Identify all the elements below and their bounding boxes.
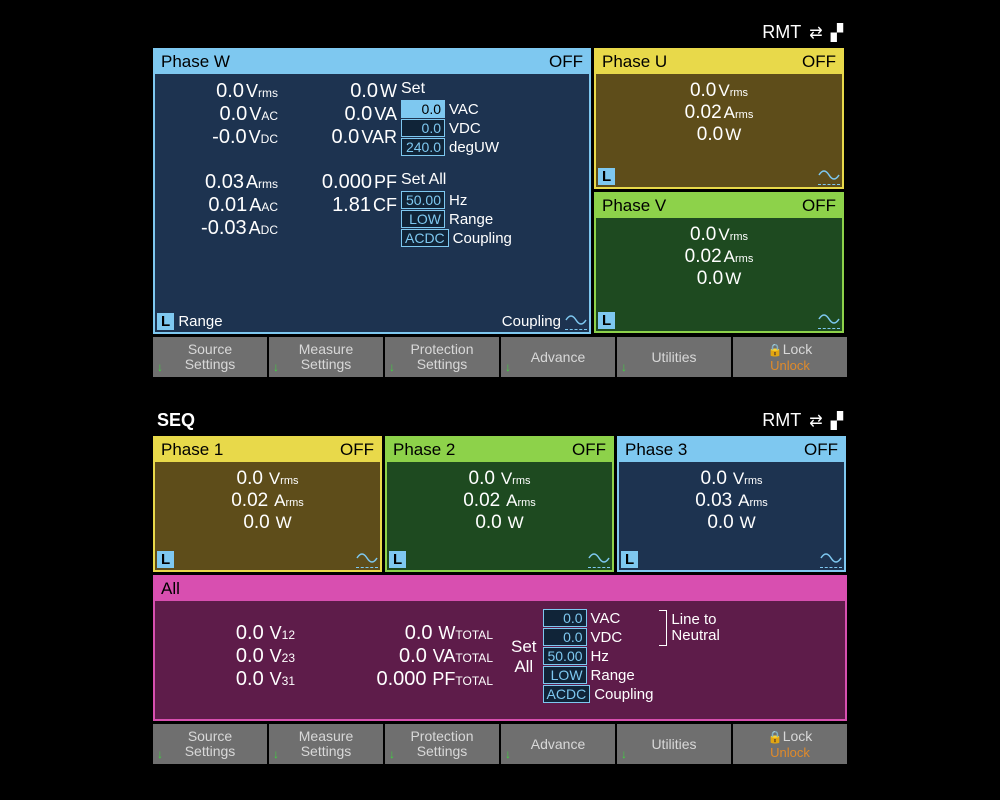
phase-w-body: 0.0Vrms 0.0VAC -0.0VDC 0.0W 0.0VA 0.0VAR…	[155, 74, 589, 332]
usb-icon	[809, 410, 822, 431]
wave-icon	[818, 167, 840, 185]
all-coupling-input[interactable]: ACDC	[543, 685, 591, 703]
setall-coupling-input[interactable]: ACDC	[401, 229, 449, 247]
phase-w-title: Phase W	[161, 52, 230, 72]
setall-hz-input[interactable]: 50.00	[401, 191, 445, 209]
set-vac-input[interactable]: 0.0	[401, 100, 445, 118]
status-right-1: RMT	[762, 22, 843, 43]
status-bar-2: SEQ RMT	[153, 408, 847, 432]
all-body: 0.0 V12 0.0 V23 0.0 V31 0.0 WTOTAL 0.0 V…	[155, 601, 845, 719]
lock-icon: 🔒	[768, 343, 783, 357]
utilities-button[interactable]: ↓Utilities	[617, 724, 731, 764]
screen-2: SEQ RMT Phase 1OFF 0.0 Vrms 0.02 Arms 0.…	[153, 408, 847, 764]
phase-v-body: 0.0Vrms 0.02Arms 0.0W L	[596, 218, 842, 331]
setall-range-input[interactable]: LOW	[401, 210, 445, 228]
protection-settings-button[interactable]: ↓Protection Settings	[385, 337, 499, 377]
status-bar-1: RMT	[153, 20, 847, 44]
button-bar-1: ↓Source Settings ↓Measure Settings ↓Prot…	[153, 337, 847, 377]
set-deg-input[interactable]: 240.0	[401, 138, 445, 156]
advance-button[interactable]: ↓Advance	[501, 337, 615, 377]
wave-icon	[820, 550, 842, 568]
all-vdc-input[interactable]: 0.0	[543, 628, 587, 646]
phase-w-state: OFF	[549, 52, 583, 72]
lan-icon	[831, 22, 843, 43]
lock-unlock-button[interactable]: 🔒Lock Unlock	[733, 337, 847, 377]
wave-icon	[818, 311, 840, 329]
measure-settings-button[interactable]: ↓Measure Settings	[269, 337, 383, 377]
button-bar-2: ↓Source Settings ↓Measure Settings ↓Prot…	[153, 724, 847, 764]
panels-row-1: Phase W OFF 0.0Vrms 0.0VAC -0.0VDC 0.0W …	[153, 48, 847, 334]
all-panel[interactable]: All 0.0 V12 0.0 V23 0.0 V31 0.0 WTOTAL 0…	[153, 575, 847, 721]
phase-w-panel[interactable]: Phase W OFF 0.0Vrms 0.0VAC -0.0VDC 0.0W …	[153, 48, 591, 334]
L-badge: L	[157, 313, 174, 330]
phase-v-panel[interactable]: Phase VOFF 0.0Vrms 0.02Arms 0.0W L	[594, 192, 844, 333]
screen-1: RMT Phase W OFF 0.0Vrms 0.0VAC -0.0VDC	[153, 20, 847, 377]
phase-v-header: Phase VOFF	[596, 194, 842, 218]
advance-button[interactable]: ↓Advance	[501, 724, 615, 764]
all-range-input[interactable]: LOW	[543, 666, 587, 684]
phase-1-panel[interactable]: Phase 1OFF 0.0 Vrms 0.02 Arms 0.0 W L	[153, 436, 382, 572]
wave-icon	[356, 550, 378, 568]
lock-icon: 🔒	[768, 730, 783, 744]
lock-unlock-button[interactable]: 🔒Lock Unlock	[733, 724, 847, 764]
source-settings-button[interactable]: ↓Source Settings	[153, 337, 267, 377]
phase-w-footer: L Range Coupling	[157, 312, 587, 330]
source-settings-button[interactable]: ↓Source Settings	[153, 724, 267, 764]
bracket-icon	[659, 610, 667, 646]
phase-3-panel[interactable]: Phase 3OFF 0.0 Vrms 0.03 Arms 0.0 W L	[617, 436, 846, 572]
set-block: Set 0.0VAC 0.0VDC 240.0degUW	[401, 80, 561, 157]
status-right-2: RMT	[762, 410, 843, 431]
usb-icon	[809, 22, 822, 43]
lan-icon	[831, 410, 843, 431]
phase-w-header: Phase W OFF	[155, 50, 589, 74]
phase-2-panel[interactable]: Phase 2OFF 0.0 Vrms 0.02 Arms 0.0 W L	[385, 436, 614, 572]
phases-row-2: Phase 1OFF 0.0 Vrms 0.02 Arms 0.0 W L Ph…	[153, 436, 847, 572]
right-col-1: Phase UOFF 0.0Vrms 0.02Arms 0.0W L Phase…	[594, 48, 844, 334]
rmt-label: RMT	[762, 22, 801, 43]
protection-settings-button[interactable]: ↓Protection Settings	[385, 724, 499, 764]
utilities-button[interactable]: ↓Utilities	[617, 337, 731, 377]
wave-icon	[565, 312, 587, 330]
phase-u-panel[interactable]: Phase UOFF 0.0Vrms 0.02Arms 0.0W L	[594, 48, 844, 189]
set-vdc-input[interactable]: 0.0	[401, 119, 445, 137]
all-hz-input[interactable]: 50.00	[543, 647, 587, 665]
phase-u-body: 0.0Vrms 0.02Arms 0.0W L	[596, 74, 842, 187]
wave-icon	[588, 550, 610, 568]
measure-settings-button[interactable]: ↓Measure Settings	[269, 724, 383, 764]
phase-u-header: Phase UOFF	[596, 50, 842, 74]
setall-block: Set All 50.00Hz LOWRange ACDCCoupling	[401, 171, 561, 248]
all-vac-input[interactable]: 0.0	[543, 609, 587, 627]
mode-label-2: SEQ	[157, 410, 195, 431]
